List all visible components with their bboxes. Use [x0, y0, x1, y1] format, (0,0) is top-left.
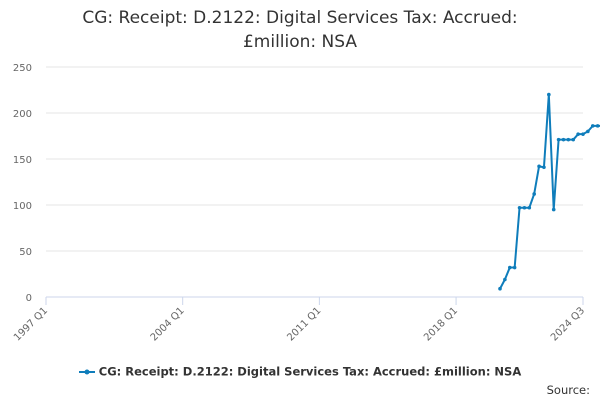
- data-point: [576, 132, 580, 136]
- data-point: [532, 192, 536, 196]
- data-point: [551, 207, 556, 212]
- x-tick-label: 2004 Q1: [149, 305, 187, 343]
- data-point: [503, 277, 507, 282]
- data-point: [517, 205, 522, 210]
- chart-title-line-1: CG: Receipt: D.2122: Digital Services Ta…: [82, 8, 518, 28]
- y-tick-label: 200: [13, 109, 32, 120]
- source-credit[interactable]: Source:: [546, 383, 590, 397]
- x-tick-label: 2018 Q1: [422, 305, 460, 343]
- chart-title-line-2: £million: NSA: [242, 32, 358, 52]
- data-point: [595, 124, 600, 128]
- x-tick-label: 2024 Q3: [549, 305, 587, 343]
- x-tick-label: 2011 Q1: [285, 305, 323, 343]
- data-point: [527, 205, 532, 210]
- data-point: [590, 124, 595, 128]
- data-point: [498, 286, 502, 291]
- y-tick-label: 0: [26, 293, 32, 304]
- data-point: [537, 164, 541, 169]
- data-point: [556, 137, 561, 142]
- data-point: [566, 137, 571, 142]
- data-point: [542, 165, 546, 170]
- data-point: [561, 137, 566, 142]
- y-tick-label: 100: [13, 201, 32, 212]
- data-point: [522, 205, 527, 210]
- data-point: [512, 265, 517, 270]
- x-tick-label: 1997 Q1: [12, 305, 50, 343]
- y-tick-label: 150: [13, 155, 32, 166]
- y-tick-label: 50: [19, 247, 32, 258]
- data-point: [507, 265, 512, 270]
- legend[interactable]: CG: Receipt: D.2122: Digital Services Ta…: [0, 364, 600, 379]
- data-point: [581, 132, 585, 136]
- legend-swatch-icon: [78, 369, 95, 374]
- legend-label: CG: Receipt: D.2122: Digital Services Ta…: [98, 364, 522, 379]
- series-line: [499, 93, 600, 290]
- data-point: [547, 92, 551, 97]
- chart-title: CG: Receipt: D.2122: Digital Services Ta…: [0, 6, 600, 54]
- y-tick-label: 250: [13, 63, 32, 74]
- data-point: [586, 129, 590, 134]
- data-point: [571, 137, 576, 142]
